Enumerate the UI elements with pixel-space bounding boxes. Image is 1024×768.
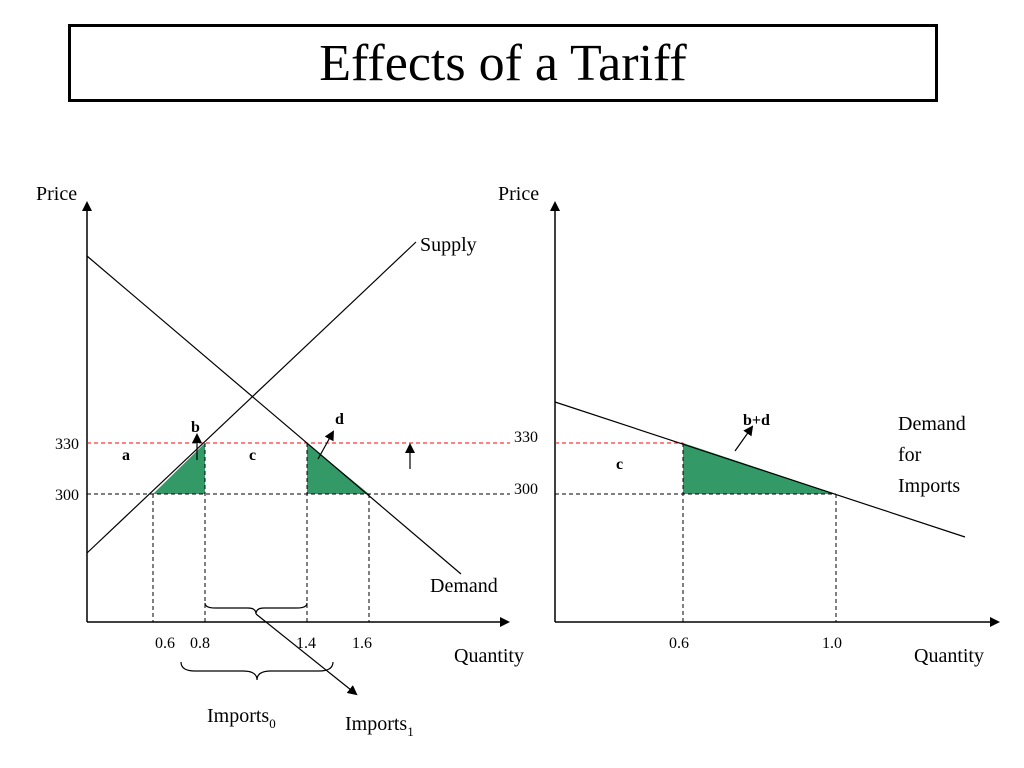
title-box: Effects of a Tariff	[68, 24, 938, 102]
left-x-axis-label: Quantity	[454, 645, 524, 667]
arrow-d	[317, 430, 334, 460]
left-price-tick-300: 300	[55, 487, 79, 504]
imports1-subscript: 1	[407, 724, 414, 739]
left-qty-tick-1-4: 1.4	[296, 635, 316, 652]
left-y-axis-label: Price	[36, 183, 77, 205]
area-b-triangle	[153, 443, 205, 494]
imports1-label: Imports1	[345, 713, 414, 739]
page-title: Effects of a Tariff	[319, 34, 687, 92]
imports0-label: Imports0	[207, 705, 276, 731]
right-qty-tick-0-6: 0.6	[669, 635, 689, 652]
imports1-brace	[204, 602, 308, 615]
supply-curve	[86, 241, 417, 554]
supply-label: Supply	[420, 234, 477, 256]
imports1-pointer-arrow	[255, 613, 358, 696]
region-b-label: b	[191, 419, 200, 436]
right-region-c-label: c	[616, 456, 623, 473]
right-y-axis-label: Price	[498, 183, 539, 205]
right-qty-tick-1-0: 1.0	[822, 635, 842, 652]
region-d-label: d	[335, 411, 344, 428]
region-c-label: c	[249, 447, 256, 464]
arrow-bd	[734, 425, 754, 452]
demand-label: Demand	[430, 575, 498, 597]
imports0-subscript: 0	[269, 716, 276, 731]
left-qty-tick-0-6: 0.6	[155, 635, 175, 652]
import-demand-label-line2: for	[898, 444, 922, 466]
left-qty-tick-1-6: 1.6	[352, 635, 372, 652]
left-qty-tick-0-8: 0.8	[190, 635, 210, 652]
imports0-text: Imports	[207, 705, 269, 727]
import-demand-curve	[554, 401, 966, 538]
region-a-label: a	[122, 447, 130, 464]
demand-curve	[86, 255, 462, 575]
right-price-tick-300: 300	[514, 481, 538, 498]
left-price-tick-330: 330	[55, 436, 79, 453]
import-demand-label-line3: Imports	[898, 475, 960, 497]
right-x-axis-label: Quantity	[914, 645, 984, 667]
imports0-brace	[180, 661, 334, 681]
left-panel: Price Supply Demand Quantity 330 300 0.6…	[36, 183, 524, 739]
right-panel: Price Quantity Demand for Imports 330 30…	[498, 183, 1000, 667]
region-bd-label: b+d	[743, 412, 770, 429]
area-bd-trapezoid	[683, 443, 836, 494]
right-price-tick-330: 330	[514, 429, 538, 446]
import-demand-label-line1: Demand	[898, 413, 966, 435]
imports1-text: Imports	[345, 713, 407, 735]
